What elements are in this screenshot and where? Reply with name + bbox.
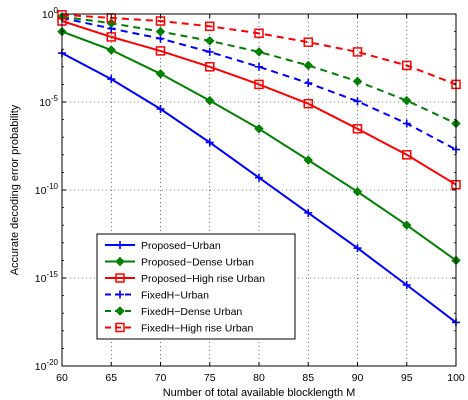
legend-item: Proposed−High rise Urban <box>105 273 265 285</box>
y-tick-label: 100 <box>42 6 59 21</box>
legend-label: Proposed−High rise Urban <box>141 273 265 285</box>
series-layer <box>57 10 461 327</box>
square-marker <box>402 60 412 71</box>
diamond-marker <box>303 60 313 71</box>
diamond-marker <box>155 69 166 79</box>
diamond-marker <box>115 306 125 316</box>
y-tick-labels: 100 10-5 10-10 10-15 10-20 <box>35 6 59 373</box>
y-tick-label: 10-15 <box>35 270 59 285</box>
plus-marker <box>205 138 214 147</box>
square-marker <box>205 21 215 32</box>
y-tick-label: 10-20 <box>35 358 59 373</box>
x-tick-label: 60 <box>56 372 68 384</box>
plus-marker <box>205 47 214 56</box>
diamond-marker <box>303 155 313 165</box>
diamond-marker <box>106 45 116 55</box>
square-marker <box>205 62 215 72</box>
square-marker <box>303 37 313 47</box>
diamond-marker <box>155 26 166 37</box>
square-marker <box>115 273 125 283</box>
legend-label: FixedH−High rise Urban <box>141 323 253 335</box>
plus-marker <box>156 105 165 114</box>
plus-marker <box>116 241 124 249</box>
legend-item: FixedH−High rise Urban <box>105 323 253 335</box>
legend-item: Proposed−Dense Urban <box>105 257 254 269</box>
diamond-marker <box>402 220 412 230</box>
series-2 <box>57 26 461 266</box>
diamond-marker <box>352 186 363 197</box>
plus-marker <box>116 290 124 299</box>
diamond-marker <box>254 124 264 134</box>
plus-marker <box>255 62 263 71</box>
series-line <box>61 15 457 125</box>
legend-label: FixedH−Urban <box>141 290 209 302</box>
y-tick-label: 10-10 <box>35 182 59 197</box>
plus-marker <box>107 75 116 84</box>
x-tick-labels: 60 65 70 75 80 85 90 95 100 <box>56 372 465 384</box>
legend-box <box>96 233 296 340</box>
square-marker <box>254 79 264 90</box>
square-marker <box>352 47 363 57</box>
legend-label: Proposed−Dense Urban <box>141 257 254 269</box>
square-marker <box>402 150 412 160</box>
x-tick-label: 80 <box>253 372 265 384</box>
tick-marks <box>61 13 457 367</box>
legend-label: FixedH−Dense Urban <box>141 306 242 318</box>
plus-marker <box>255 173 263 182</box>
series-line <box>61 20 457 186</box>
plus-marker <box>402 281 411 290</box>
x-tick-label: 95 <box>401 372 413 384</box>
square-marker <box>155 46 166 56</box>
x-tick-label: 65 <box>105 372 117 384</box>
x-tick-label: 85 <box>302 372 314 384</box>
diamond-marker <box>352 76 363 87</box>
y-tick-label: 10-5 <box>39 94 58 109</box>
legend-item: FixedH−Dense Urban <box>105 306 242 318</box>
plus-marker <box>353 244 362 253</box>
legend-label: Proposed−Urban <box>141 240 221 252</box>
diamond-marker <box>205 36 215 46</box>
legend-item: Proposed−Urban <box>105 240 221 252</box>
diamond-marker <box>254 47 264 57</box>
legend: Proposed−Urban Proposed−Dense Urban Propos… <box>96 233 296 340</box>
legend-item: FixedH−Urban <box>105 290 209 302</box>
square-marker <box>352 124 363 134</box>
x-axis-label: Number of total available blocklength M <box>163 387 356 399</box>
x-tick-label: 70 <box>155 372 167 384</box>
y-axis-label: Accurate decoding error probability <box>9 104 21 275</box>
diamond-marker <box>205 95 215 106</box>
x-tick-label: 100 <box>447 372 465 384</box>
plus-marker <box>304 79 313 88</box>
x-tick-label: 90 <box>352 372 364 384</box>
x-tick-label: 75 <box>204 372 216 384</box>
square-marker <box>115 322 125 333</box>
square-marker <box>303 98 313 109</box>
diamond-marker <box>402 95 412 106</box>
square-marker <box>254 28 264 39</box>
plus-marker <box>402 119 411 128</box>
plus-marker <box>353 97 362 106</box>
series-3 <box>57 16 461 190</box>
diamond-marker <box>115 256 125 267</box>
square-marker <box>106 32 116 42</box>
series-line <box>61 13 457 86</box>
plus-marker <box>304 208 313 217</box>
